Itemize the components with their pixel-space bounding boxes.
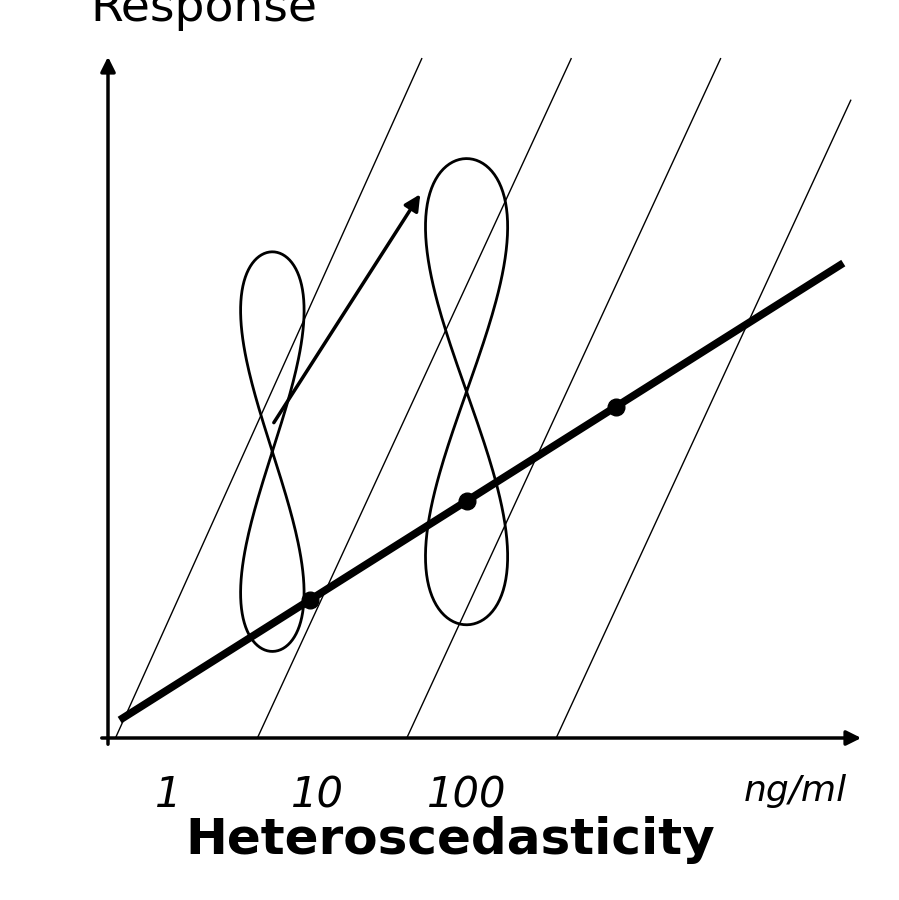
Text: 10: 10 — [290, 774, 343, 816]
Text: ng/ml: ng/ml — [743, 774, 846, 808]
Text: Response: Response — [90, 0, 316, 32]
Text: Heteroscedasticity: Heteroscedasticity — [185, 816, 714, 864]
Text: 1: 1 — [155, 774, 181, 816]
Text: 100: 100 — [426, 774, 506, 816]
